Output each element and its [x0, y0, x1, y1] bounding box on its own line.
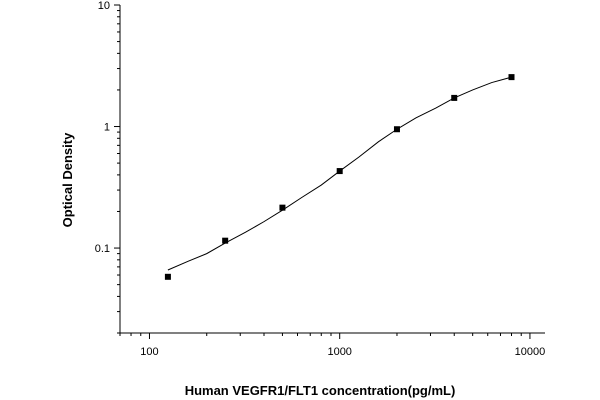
x-axis-title: Human VEGFR1/FLT1 concentration(pg/mL) [185, 383, 456, 398]
y-tick-label: 0.1 [95, 243, 110, 255]
y-tick-label: 1 [104, 122, 110, 134]
x-tick-label: 100 [140, 346, 158, 358]
x-tick-label: 10000 [515, 346, 546, 358]
data-point [508, 74, 515, 81]
y-axis-title: Optical Density [60, 132, 75, 227]
data-point [279, 204, 286, 211]
data-point [164, 273, 171, 280]
data-point [451, 94, 458, 101]
y-tick-label: 10 [98, 0, 110, 12]
axes [114, 4, 545, 339]
tick-labels-layer: 100 1000 10000 0.1 1 10 [95, 0, 546, 358]
data-points-layer [164, 74, 515, 280]
data-point [393, 126, 400, 133]
data-point [336, 168, 343, 175]
x-tick-label: 1000 [327, 346, 351, 358]
data-point [222, 237, 229, 244]
